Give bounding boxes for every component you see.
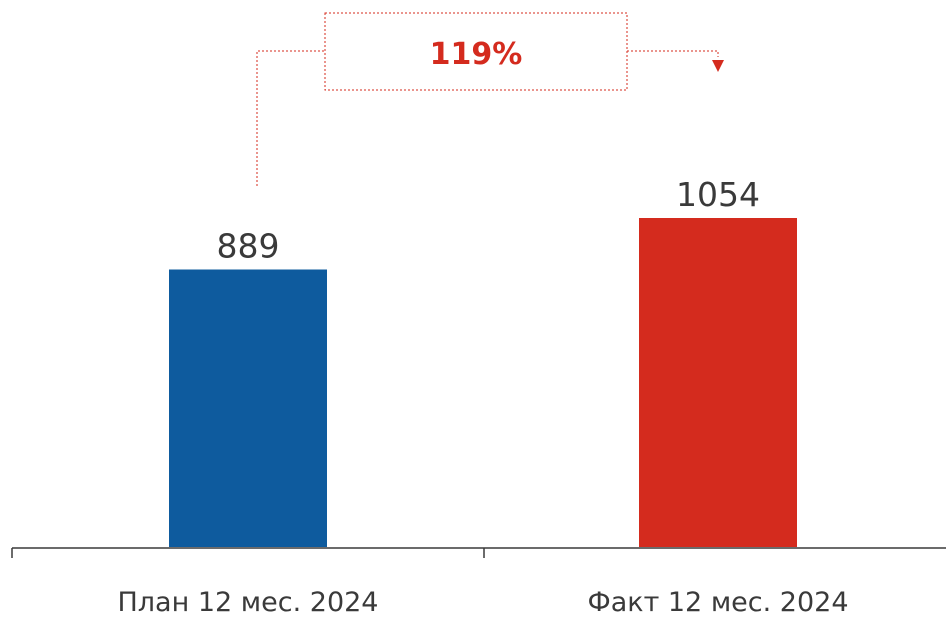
annotation-connector-right <box>627 50 719 57</box>
annotation-percent-label: 119% <box>430 37 523 72</box>
annotation-arrowhead <box>712 60 724 72</box>
data-label-fact: 1054 <box>676 175 760 214</box>
bar-fact <box>639 218 797 547</box>
bar-plan <box>169 269 327 547</box>
x-tick-label-plan: План 12 мес. 2024 <box>118 587 379 618</box>
percent-annotation: 119% <box>256 12 724 186</box>
data-label-plan: 889 <box>217 227 280 266</box>
annotation-connector-left <box>256 50 325 186</box>
x-tick-label-fact: Факт 12 мес. 2024 <box>587 587 848 618</box>
